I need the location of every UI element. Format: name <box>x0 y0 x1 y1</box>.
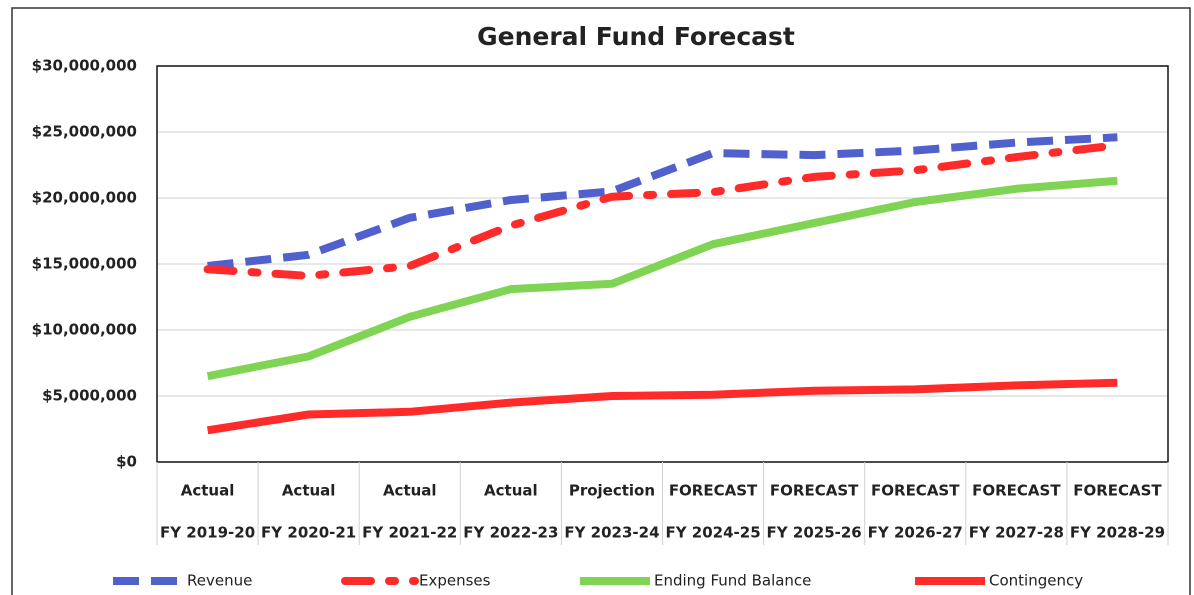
series-line <box>206 176 1118 381</box>
series-line <box>203 141 1122 280</box>
x-tick-label: FY 2024-25 <box>665 524 760 542</box>
x-tick-label: FY 2025-26 <box>767 524 862 542</box>
x-tick-label: FY 2022-23 <box>463 524 558 542</box>
x-group-label: Actual <box>181 482 235 500</box>
y-tick-label: $20,000,000 <box>32 189 137 207</box>
legend-label: Revenue <box>187 572 252 590</box>
series-line <box>206 378 1118 435</box>
x-group-label: Actual <box>484 482 538 500</box>
chart-title: General Fund Forecast <box>477 22 795 51</box>
x-group-label: FORECAST <box>972 482 1061 500</box>
x-tick-label: FY 2023-24 <box>564 524 659 542</box>
y-tick-label: $5,000,000 <box>42 387 137 405</box>
chart-frame <box>11 7 1191 595</box>
legend-label: Expenses <box>419 572 491 590</box>
y-tick-label: $30,000,000 <box>32 57 137 75</box>
x-group-label: FORECAST <box>770 482 859 500</box>
y-tick-label: $15,000,000 <box>32 255 137 273</box>
legend-label: Ending Fund Balance <box>654 572 811 590</box>
x-group-label: FORECAST <box>669 482 758 500</box>
x-tick-label: FY 2020-21 <box>261 524 356 542</box>
x-group-label: Actual <box>383 482 437 500</box>
x-tick-label: FY 2021-22 <box>362 524 457 542</box>
x-group-label: Projection <box>569 482 655 500</box>
series-line <box>207 133 1118 270</box>
x-tick-label: FY 2026-27 <box>868 524 963 542</box>
legend-label: Contingency <box>989 572 1083 590</box>
x-tick-label: FY 2028-29 <box>1070 524 1165 542</box>
x-tick-label: FY 2027-28 <box>969 524 1064 542</box>
x-group-label: FORECAST <box>1073 482 1162 500</box>
y-tick-label: $10,000,000 <box>32 321 137 339</box>
x-group-label: Actual <box>282 482 336 500</box>
x-group-label: FORECAST <box>871 482 960 500</box>
y-tick-label: $0 <box>116 453 137 471</box>
x-tick-label: FY 2019-20 <box>160 524 255 542</box>
y-tick-label: $25,000,000 <box>32 123 137 141</box>
